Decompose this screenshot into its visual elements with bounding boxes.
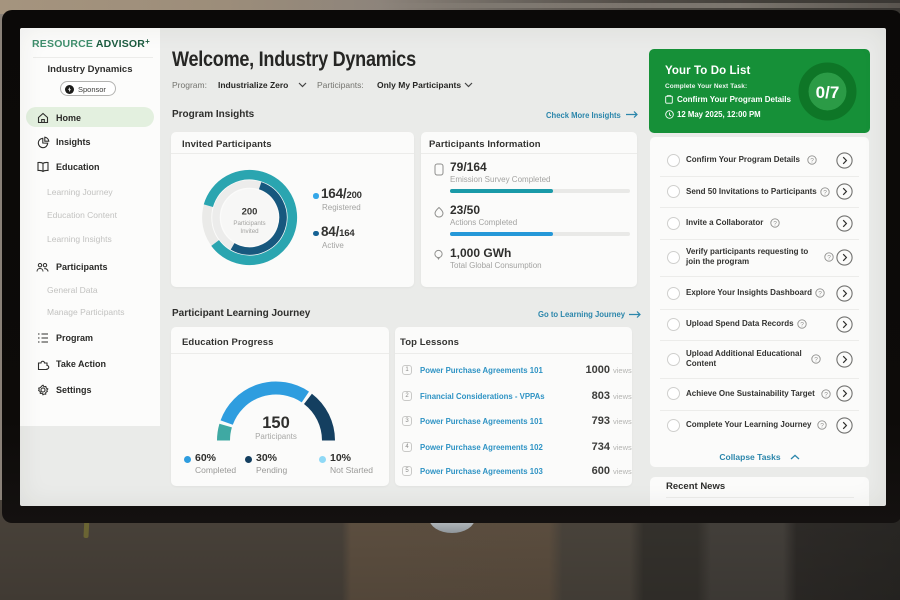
svg-text:?: ? — [814, 356, 818, 363]
svg-text:?: ? — [820, 422, 824, 429]
svg-text:?: ? — [810, 157, 814, 164]
svg-text:?: ? — [827, 254, 831, 261]
svg-text:?: ? — [824, 391, 828, 398]
svg-text:?: ? — [818, 290, 822, 297]
svg-text:?: ? — [773, 220, 777, 227]
svg-text:Participants: Participants — [233, 220, 265, 227]
svg-text:?: ? — [800, 321, 804, 328]
svg-text:Invited: Invited — [240, 228, 259, 235]
svg-text:200: 200 — [242, 207, 258, 218]
svg-text:?: ? — [823, 189, 827, 196]
svg-text:0/7: 0/7 — [816, 83, 840, 102]
